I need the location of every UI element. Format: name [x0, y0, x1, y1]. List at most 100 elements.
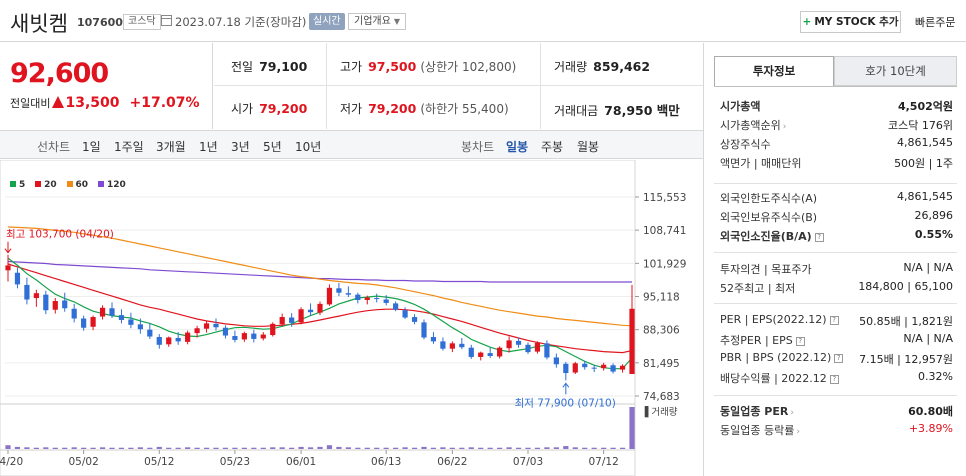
candle-body — [5, 265, 11, 271]
volume-bar — [449, 447, 455, 449]
help-icon[interactable]: ? — [834, 354, 844, 363]
volume-bar — [270, 447, 276, 449]
candle-body — [307, 309, 314, 313]
volume-bar — [534, 447, 541, 449]
candle-body — [411, 317, 418, 322]
stat-low-value: 79,200 — [368, 101, 417, 116]
chevron-right-icon: › — [782, 122, 787, 132]
tab-daily[interactable]: 일봉 — [506, 140, 529, 154]
quick-order-link[interactable]: 빠른주문 — [915, 16, 956, 29]
candle-body — [553, 357, 559, 365]
help-icon[interactable]: ? — [814, 233, 824, 242]
volume-bar — [289, 447, 295, 449]
candle-body — [544, 343, 550, 358]
volume-bar — [90, 447, 96, 449]
add-mystock-button[interactable]: + MY STOCK 추가 — [800, 11, 901, 33]
estimated-per-label: 추정PER | EPS — [720, 334, 793, 347]
chart-period-tabs: 선차트 1일 1주일 3개월 1년 3년 5년 10년 봉차트 일봉 주봉 월봉 — [0, 130, 703, 159]
tab-5year[interactable]: 5년 — [263, 140, 282, 154]
row-industry-per: 동일업종 PER › 60.80배 — [720, 403, 953, 419]
candle-body — [71, 308, 77, 319]
add-mystock-label: MY STOCK 추가 — [814, 16, 899, 28]
tab-1year[interactable]: 1년 — [199, 140, 218, 154]
candle-body — [601, 364, 607, 369]
volume-bar — [383, 447, 389, 449]
tab-3year[interactable]: 3년 — [231, 140, 250, 154]
tab-1day[interactable]: 1일 — [82, 140, 101, 154]
candle-body — [487, 353, 493, 356]
opinion-label: 투자의견 | 목표주가 — [720, 263, 812, 276]
stat-high: 고가 97,500 (상한가 102,800) — [340, 58, 516, 75]
candle-body — [14, 272, 21, 285]
volume-bar — [572, 447, 578, 449]
volume-bar — [203, 447, 210, 449]
candle-body — [619, 365, 626, 370]
tab-line-chart[interactable]: 선차트 — [37, 140, 71, 154]
candle-body — [355, 294, 361, 300]
volume-bar — [629, 407, 635, 449]
legend-ma20-label: 20 — [44, 180, 57, 190]
volume-bar — [33, 447, 39, 449]
candle-body — [90, 317, 96, 327]
row-estimated-per: 추정PER | EPS? N/A | N/A — [720, 332, 953, 348]
volume-bar — [279, 447, 285, 449]
volume-bar — [601, 447, 607, 449]
volume-bar — [156, 446, 162, 449]
tab-10year[interactable]: 10년 — [295, 140, 322, 154]
candle-body — [534, 342, 541, 352]
volume-bar — [166, 447, 172, 449]
volume-bar — [81, 447, 87, 449]
volume-bar — [497, 447, 503, 449]
par-value: 500원 | 1주 — [894, 157, 953, 170]
volume-bar — [109, 447, 115, 449]
volume-bar — [591, 447, 597, 449]
volume-bar — [43, 447, 49, 449]
help-icon[interactable]: ? — [795, 337, 805, 346]
volume-bar — [374, 447, 380, 449]
industry-change-value: +3.89% — [908, 422, 953, 435]
candle-body — [194, 328, 200, 334]
chevron-right-icon: › — [796, 427, 800, 437]
tab-3month[interactable]: 3개월 — [156, 140, 186, 154]
volume-bar — [345, 447, 351, 449]
volume-bar — [137, 447, 143, 449]
ma20-line — [7, 263, 633, 354]
company-overview-dropdown[interactable]: 기업개요 ▼ — [348, 13, 406, 30]
foreign-hold-value: 26,896 — [914, 209, 954, 222]
legend-ma120: 120 — [97, 180, 126, 190]
candle-body — [52, 300, 58, 310]
tab-monthly[interactable]: 월봉 — [577, 140, 600, 154]
candle-body — [137, 324, 143, 330]
x-tick-label: 06/13 — [371, 456, 401, 468]
tab-1week[interactable]: 1주일 — [114, 140, 144, 154]
date-text: 2023.07.18 기준(장마감) — [175, 14, 306, 30]
legend-ma60-label: 60 — [75, 180, 89, 190]
candle-body — [213, 323, 219, 328]
stat-low: 저가 79,200 (하한가 55,400) — [340, 100, 509, 117]
realtime-button[interactable]: 실시간 — [309, 13, 345, 30]
help-icon[interactable]: ? — [829, 316, 839, 325]
tab-order-book[interactable]: 호가 10단계 — [834, 56, 957, 86]
volume-bar — [260, 447, 266, 449]
candle-body — [109, 308, 115, 316]
shares-value: 4,861,545 — [897, 136, 953, 149]
dividend-label: 배당수익률 | 2022.12 — [720, 372, 827, 385]
volume-bar — [175, 447, 181, 449]
foreign-limit-label: 외국인한도주식수(A) — [720, 192, 818, 205]
tab-weekly[interactable]: 주봉 — [541, 140, 564, 154]
stock-name: 새빗켐 — [10, 12, 68, 36]
volume-bar — [71, 447, 77, 449]
volume-bar — [14, 446, 21, 449]
stock-chart[interactable]: 115,553 108,741 101,929 95,118 88,306 81,495 7… — [0, 159, 703, 476]
stat-prev-value: 79,100 — [259, 59, 308, 74]
tab-candle-chart[interactable]: 봉차트 — [461, 140, 495, 154]
dividend-value: 0.32% — [918, 370, 953, 383]
chart-frame — [0, 159, 636, 476]
candle-body — [430, 337, 437, 342]
candle-body — [563, 363, 569, 374]
y-tick-label: 108,741 — [643, 225, 686, 237]
volume-bar — [610, 447, 616, 449]
week52-label: 52주최고 | 최저 — [720, 282, 796, 295]
tab-investment-info[interactable]: 투자정보 — [714, 56, 834, 86]
help-icon[interactable]: ? — [829, 375, 839, 384]
